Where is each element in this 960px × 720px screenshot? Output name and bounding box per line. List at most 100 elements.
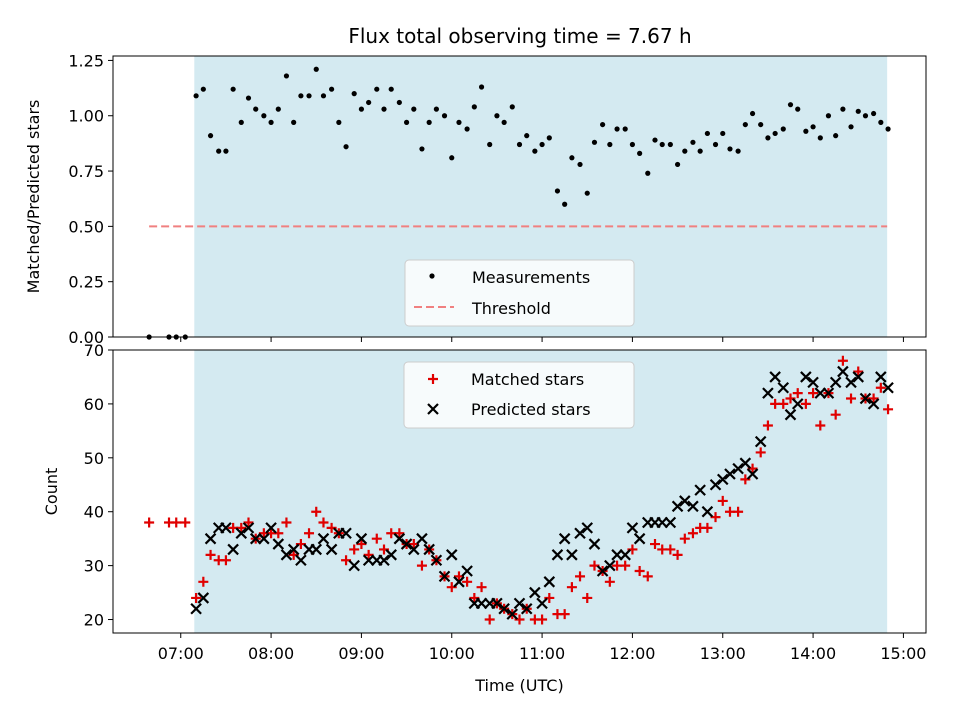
matched-star-point xyxy=(311,506,322,517)
measurement-point xyxy=(329,86,335,92)
measurement-point xyxy=(659,141,665,148)
measurement-point xyxy=(667,141,673,148)
y-tick-label: 40 xyxy=(84,503,104,522)
measurement-point xyxy=(207,133,214,139)
predicted-star-point xyxy=(355,532,368,545)
matched-star-point xyxy=(868,393,879,404)
measurement-points xyxy=(146,66,891,340)
ratio-panel: 0.00 0.25 0.50 0.75 1.00 1.25 Matched/Predict… xyxy=(24,51,927,347)
measurement-point xyxy=(268,119,274,125)
predicted-star-point xyxy=(619,549,631,561)
matched-star-point xyxy=(408,539,419,550)
measurement-point xyxy=(516,141,523,148)
predicted-star-point xyxy=(543,576,556,588)
predicted-star-point xyxy=(709,478,722,491)
matched-star-point xyxy=(349,544,360,555)
measurement-point xyxy=(600,121,606,128)
predicted-star-point xyxy=(393,532,406,545)
matched-star-point xyxy=(800,398,811,409)
matched-star-point xyxy=(484,614,495,625)
measurement-point xyxy=(810,124,816,130)
measurement-point xyxy=(546,135,552,141)
predicted-star-point xyxy=(604,559,616,572)
measurement-point xyxy=(396,99,402,106)
predicted-star-point xyxy=(574,527,586,540)
measurement-point xyxy=(336,119,342,125)
x-tick-label: 13:00 xyxy=(700,644,746,663)
matched-star-point xyxy=(808,388,819,399)
measurement-point xyxy=(381,106,387,112)
matched-star-point xyxy=(679,533,690,544)
measurement-point xyxy=(645,170,651,176)
predicted-star-point xyxy=(280,549,293,561)
matched-star-point xyxy=(733,506,744,517)
predicted-star-point xyxy=(716,473,729,486)
predicted-star-point xyxy=(694,484,706,496)
measurement-point xyxy=(855,108,861,114)
matched-star-point xyxy=(650,539,660,550)
count-panel: 20 30 40 50 60 70 07:00 08:00 09:00 10:00 11:00 12… xyxy=(42,341,927,695)
measurement-point xyxy=(765,135,771,141)
top-y-axis-ticks: 0.00 0.25 0.50 0.75 1.00 1.25 xyxy=(68,51,113,347)
measurement-point xyxy=(690,139,696,145)
measurement-point xyxy=(366,99,372,106)
top-legend: Measurements Threshold xyxy=(404,259,635,327)
x-tick-label: 08:00 xyxy=(248,644,294,663)
matched-star-point xyxy=(394,528,405,539)
predicted-star-point xyxy=(220,522,232,534)
measurement-point xyxy=(735,148,741,154)
measurement-point xyxy=(388,86,394,92)
legend-predicted-marker xyxy=(427,403,439,415)
matched-star-point xyxy=(144,517,155,528)
measurement-point xyxy=(193,93,199,99)
predicted-star-point xyxy=(754,435,767,448)
x-axis-label: Time (UTC) xyxy=(474,676,563,695)
predicted-star-point xyxy=(679,495,691,507)
measurement-point xyxy=(374,86,380,92)
measurement-point xyxy=(253,106,259,112)
matched-star-point xyxy=(220,555,231,566)
measurement-point xyxy=(456,119,462,125)
matched-star-point xyxy=(281,517,292,528)
predicted-star-point xyxy=(875,371,887,383)
matched-star-point xyxy=(762,420,773,431)
predicted-star-point xyxy=(558,532,571,545)
predicted-star-point xyxy=(491,597,503,610)
measurement-point xyxy=(720,130,726,137)
matched-star-point xyxy=(620,560,631,571)
y-tick-label: 60 xyxy=(84,395,104,414)
predicted-star-point xyxy=(671,500,684,513)
measurement-point xyxy=(306,93,312,99)
matched-star-point xyxy=(476,582,487,593)
matched-star-point xyxy=(453,571,464,582)
predicted-star-point xyxy=(551,549,564,561)
predicted-star-point xyxy=(453,576,465,588)
predicted-star-point xyxy=(348,559,360,572)
measurement-point xyxy=(878,119,884,125)
matched-star-point xyxy=(191,592,202,603)
matched-star-point xyxy=(575,571,586,582)
predicted-star-point xyxy=(687,500,699,513)
measurement-point xyxy=(712,141,719,148)
predicted-star-point xyxy=(317,532,330,545)
predicted-star-point xyxy=(739,457,752,469)
matched-star-point xyxy=(702,522,713,533)
predicted-star-point xyxy=(529,586,541,599)
measurement-point xyxy=(464,126,470,132)
legend-frame xyxy=(403,361,635,429)
measurement-point xyxy=(871,110,877,117)
matched-star-point xyxy=(416,560,427,571)
matched-star-point xyxy=(875,382,886,393)
predicted-star-point xyxy=(506,608,519,620)
measurement-point xyxy=(313,66,319,72)
predicted-star-point xyxy=(416,532,428,545)
x-tick-label: 12:00 xyxy=(609,644,655,663)
legend-matched-label: Matched stars xyxy=(471,370,584,389)
measurement-point xyxy=(426,119,432,125)
measurement-point xyxy=(622,126,628,132)
measurement-point xyxy=(817,135,823,141)
measurement-point xyxy=(509,104,515,110)
predicted-star-point xyxy=(845,376,857,389)
measurement-point xyxy=(697,148,703,154)
predicted-star-point xyxy=(829,376,842,389)
